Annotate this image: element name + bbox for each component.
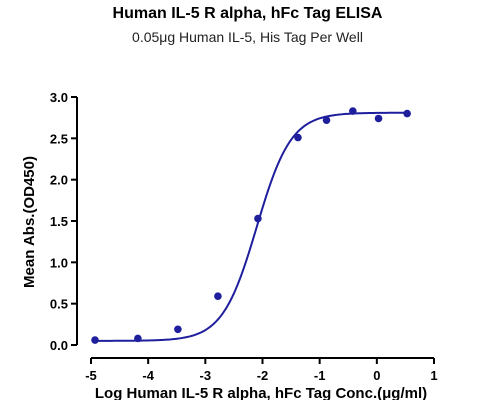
data-point <box>374 114 383 123</box>
data-point <box>294 133 302 142</box>
chart-title: Human IL-5 R alpha, hFc Tag ELISA <box>112 5 383 22</box>
x-tick-label: 1 <box>430 368 437 383</box>
data-point <box>214 292 222 301</box>
data-point <box>254 214 262 223</box>
x-tick-label: -3 <box>200 368 212 383</box>
x-tick-label: -1 <box>314 368 326 383</box>
y-tick-label: 2.0 <box>50 173 68 188</box>
y-tick-label: 1.0 <box>50 255 68 270</box>
data-point <box>134 334 142 343</box>
x-tick-label: 0 <box>373 368 380 383</box>
y-tick-label: 1.5 <box>50 214 68 229</box>
data-point <box>403 109 411 118</box>
fit-curve <box>95 111 408 342</box>
y-tick-label: 0.5 <box>50 297 68 312</box>
x-tick-label: -2 <box>257 368 269 383</box>
y-tick-label: 2.5 <box>50 131 68 146</box>
y-tick-label: 0.0 <box>50 338 68 353</box>
data-points-layer <box>91 107 411 344</box>
axes: 0.0 0.5 1.0 1.5 2.0 2.5 3.0 -5 -4 -3 -2 -1 0 1 <box>50 90 438 383</box>
data-point <box>91 336 99 344</box>
x-tick-label: -5 <box>85 368 97 383</box>
data-point <box>174 325 182 334</box>
fit-curve-layer <box>95 111 408 342</box>
y-tick-label: 3.0 <box>50 90 68 105</box>
x-axis-label: Log Human IL-5 R alpha, hFc Tag Conc.(μg… <box>95 385 427 400</box>
chart-subtitle: 0.05μg Human IL-5, His Tag Per Well <box>132 29 363 45</box>
x-tick-label: -4 <box>142 368 154 383</box>
y-axis-label: Mean Abs.(OD450) <box>21 156 38 288</box>
data-point <box>349 107 357 115</box>
data-point <box>322 116 331 124</box>
